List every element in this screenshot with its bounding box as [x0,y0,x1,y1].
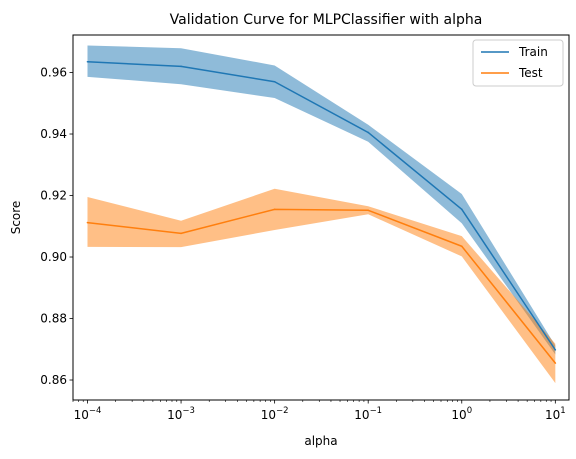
y-tick-label: 0.90 [40,250,67,264]
y-tick-label: 0.92 [40,189,67,203]
y-tick-label: 0.86 [40,373,67,387]
x-axis-label: alpha [304,434,337,448]
x-tick-label: 10−4 [74,406,102,422]
x-tick-label: 10−1 [354,406,382,422]
data-point-test [554,362,557,364]
x-tick-label: 10−2 [261,406,289,422]
series-line-train [87,61,556,351]
data-point-test [86,221,89,224]
data-point-train [554,349,557,351]
plot-area [86,45,557,384]
data-point-train [273,80,276,83]
legend-label-test: Test [518,66,543,80]
y-tick-label: 0.94 [40,127,67,141]
x-tick-label: 101 [545,406,566,422]
series-line-test [87,208,556,364]
legend-label-train: Train [518,45,548,59]
data-point-train [367,131,369,134]
y-tick-label: 0.88 [40,312,67,326]
axes-frame [72,34,570,401]
legend: Train Test [472,39,564,87]
data-point-train [86,60,89,63]
data-point-train [460,208,463,211]
y-tick-label: 0.96 [40,66,67,80]
series-band-test [87,188,556,384]
axis-ticks: 10−4 10−3 10−2 10−1 100 101 0.86 0.88 0.90 0.92 0.… [40,66,565,422]
data-point-test [460,245,463,248]
y-axis-label: Score [9,201,23,235]
x-tick-label: 100 [451,406,472,422]
data-point-test [273,208,276,211]
legend-box [472,39,564,87]
data-point-train [180,65,182,68]
x-tick-label: 10−3 [167,406,195,422]
data-point-test [180,232,182,235]
chart-title: Validation Curve for MLPClassifier with … [170,12,483,28]
data-point-test [367,209,369,212]
